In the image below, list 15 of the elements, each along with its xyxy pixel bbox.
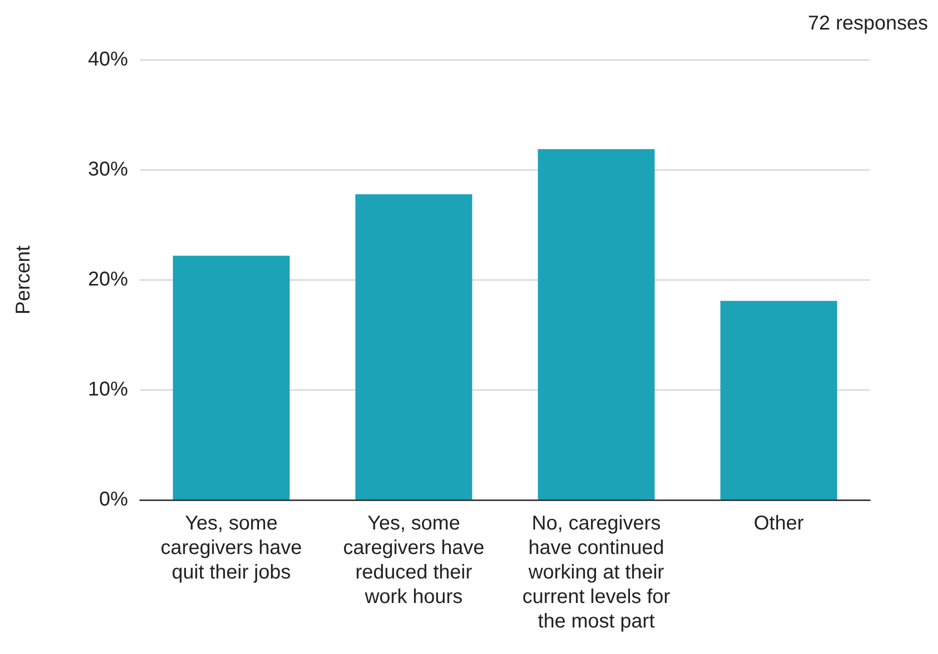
x-tick-label: No, caregivers have continued working at their current levels for the most part: [522, 512, 671, 632]
x-tick-label: Yes, some caregivers have reduced their work hours: [343, 512, 484, 608]
bar: [172, 256, 290, 500]
y-tick-label: 30%: [88, 158, 128, 181]
x-tick-label: Other: [754, 512, 804, 535]
bar: [720, 300, 838, 500]
y-tick-label: 0%: [99, 488, 128, 511]
y-axis-title: Percent: [12, 245, 35, 314]
bar: [355, 194, 472, 500]
y-tick-label: 40%: [88, 48, 128, 71]
x-tick-label: Yes, some caregivers have quit their jobs: [160, 512, 302, 584]
text: 72 responses: [808, 12, 928, 35]
bar: [538, 149, 655, 500]
y-tick-label: 20%: [88, 268, 128, 291]
y-tick-label: 10%: [88, 378, 128, 401]
